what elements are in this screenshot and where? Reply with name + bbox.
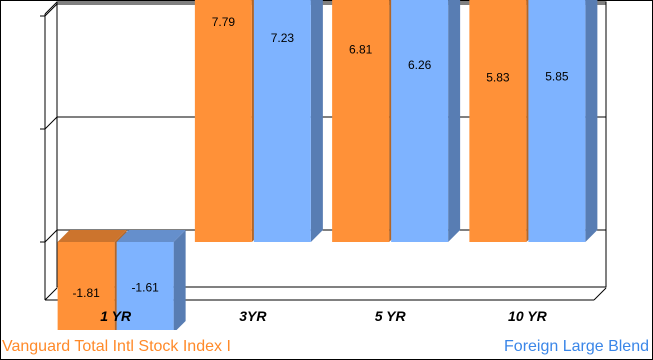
bar-1-2 bbox=[194, 0, 264, 243]
bar-side-face bbox=[173, 230, 186, 330]
bar-side-face bbox=[448, 0, 461, 242]
data-label: -1.61 bbox=[131, 280, 159, 294]
data-label: -1.81 bbox=[72, 286, 100, 300]
bar-2-1 bbox=[116, 230, 186, 330]
gridline-side bbox=[44, 3, 58, 17]
bar-layer bbox=[57, 0, 598, 330]
data-label: 7.79 bbox=[212, 15, 236, 29]
x-tick-label: 5 YR bbox=[375, 308, 407, 324]
bar-front-face bbox=[57, 242, 115, 330]
data-label: 5.85 bbox=[545, 70, 569, 84]
bar-front-face bbox=[469, 0, 527, 242]
data-label: 7.23 bbox=[271, 31, 295, 45]
axis-bottom-edge bbox=[44, 287, 58, 301]
data-label: 6.81 bbox=[349, 43, 373, 57]
x-tick-label: 1 YR bbox=[100, 308, 132, 324]
bar-1-1 bbox=[57, 230, 127, 330]
data-label: 5.83 bbox=[486, 70, 510, 84]
bar-front-face bbox=[253, 0, 311, 242]
plot-back-wall bbox=[56, 1, 607, 288]
axis-top-edge bbox=[44, 1, 58, 15]
legend-series-1: Vanguard Total Intl Stock Index I bbox=[2, 338, 231, 355]
bar-front-face bbox=[528, 0, 586, 242]
bar-side-face bbox=[585, 0, 598, 242]
bar-1-3 bbox=[332, 0, 402, 243]
bar-1-4 bbox=[469, 0, 539, 242]
bar-front-face bbox=[391, 0, 449, 242]
bar-top-face bbox=[57, 230, 127, 242]
bar-top-face bbox=[116, 230, 186, 242]
gridline-side bbox=[44, 116, 58, 130]
x-tick-label: 3YR bbox=[239, 308, 267, 324]
bar-2-2 bbox=[253, 0, 323, 242]
bar-front-face bbox=[116, 242, 174, 330]
bar-chart: -1.81 -1.61 1 YR 7.79 7.23 3YR 6.81 6.26 5 YR 5.8… bbox=[40, 0, 607, 330]
bar-front-face bbox=[332, 0, 390, 243]
bar-front-face bbox=[194, 0, 252, 243]
data-label: 6.26 bbox=[408, 58, 432, 72]
label-layer: -1.81 -1.61 1 YR 7.79 7.23 3YR 6.81 6.26 5 YR 5.8… bbox=[72, 15, 568, 324]
bar-2-3 bbox=[391, 0, 461, 242]
legend-series-2: Foreign Large Blend bbox=[504, 338, 649, 355]
bar-side-face bbox=[310, 0, 323, 242]
bar-2-4 bbox=[528, 0, 598, 242]
floor-right-edge bbox=[593, 287, 607, 301]
x-tick-label: 10 YR bbox=[508, 308, 548, 324]
gridline-side bbox=[44, 229, 58, 243]
